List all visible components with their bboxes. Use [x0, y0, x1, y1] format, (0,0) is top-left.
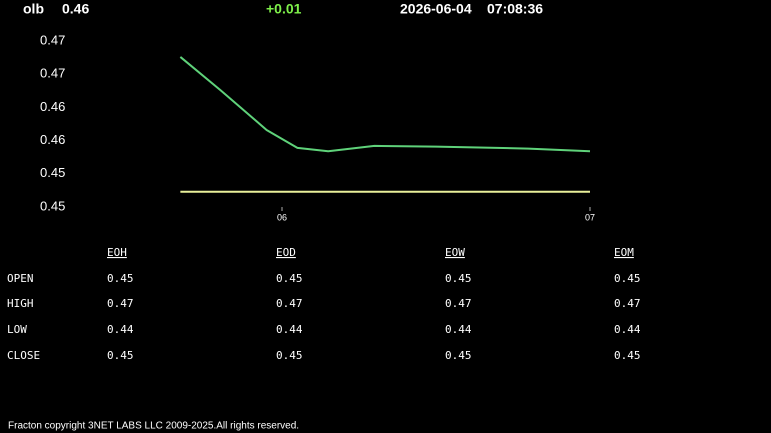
- cell: 0.45: [276, 349, 303, 362]
- cell: 0.45: [614, 272, 641, 285]
- y-tick-label: 0.46: [40, 99, 65, 114]
- row-label: CLOSE: [7, 349, 40, 362]
- x-tick-label: 06: [277, 212, 287, 222]
- cell: 0.47: [107, 297, 134, 310]
- cell: 0.44: [614, 323, 641, 336]
- row-label: HIGH: [7, 297, 34, 310]
- y-tick-label: 0.45: [40, 165, 65, 180]
- row-label: OPEN: [7, 272, 34, 285]
- cell: 0.45: [276, 272, 303, 285]
- column-header: EOH: [107, 246, 127, 259]
- x-tick-label: 07: [585, 212, 595, 222]
- date: 2026-06-04: [400, 1, 472, 17]
- y-tick-label: 0.47: [40, 32, 65, 47]
- column-header: EOW: [445, 246, 465, 259]
- cell: 0.47: [445, 297, 472, 310]
- price: 0.46: [62, 1, 89, 17]
- y-tick-label: 0.45: [40, 198, 65, 213]
- y-tick-label: 0.47: [40, 66, 65, 81]
- row-label: LOW: [7, 323, 27, 336]
- symbol: olb: [23, 1, 44, 17]
- line-series: [179, 56, 591, 153]
- cell: 0.45: [614, 349, 641, 362]
- cell: 0.47: [276, 297, 303, 310]
- cell: 0.45: [107, 272, 134, 285]
- cell: 0.47: [614, 297, 641, 310]
- y-tick-label: 0.46: [40, 132, 65, 147]
- cell: 0.45: [445, 272, 472, 285]
- change: +0.01: [266, 1, 302, 17]
- column-header: EOD: [276, 246, 296, 259]
- time: 07:08:36: [487, 1, 543, 17]
- cell: 0.44: [276, 323, 303, 336]
- column-header: EOM: [614, 246, 634, 259]
- cell: 0.44: [107, 323, 134, 336]
- cell: 0.45: [107, 349, 134, 362]
- cell: 0.44: [445, 323, 472, 336]
- cell: 0.45: [445, 349, 472, 362]
- footer: Fracton copyright 3NET LABS LLC 2009-202…: [8, 421, 299, 432]
